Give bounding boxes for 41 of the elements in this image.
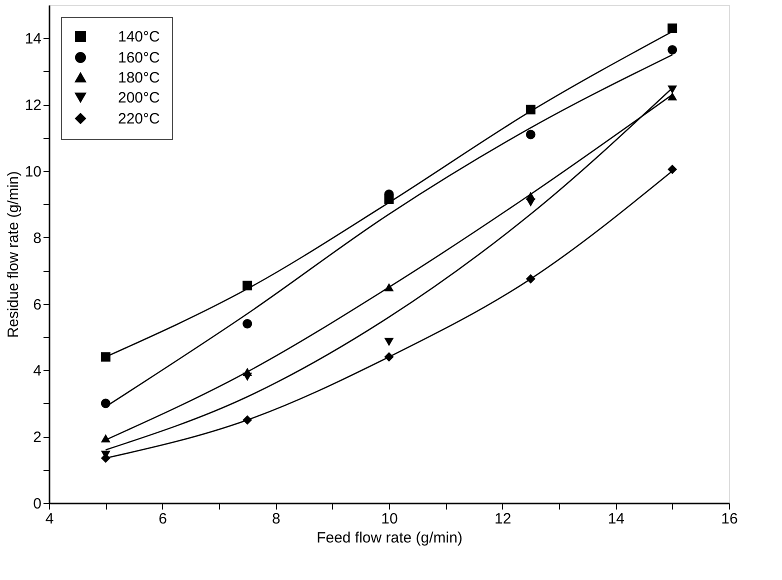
legend-label: 180°C — [118, 70, 160, 86]
point — [526, 104, 536, 114]
y-tick-label: 14 — [24, 30, 42, 48]
point — [384, 352, 394, 362]
legend-label: 200°C — [118, 90, 160, 106]
legend-label: 220°C — [118, 110, 160, 128]
point — [668, 45, 678, 55]
point — [242, 372, 252, 381]
x-tick-label: 4 — [45, 510, 54, 528]
x-tick-label: 8 — [272, 510, 280, 528]
x-tick-label: 6 — [158, 510, 168, 528]
point — [100, 352, 110, 362]
point — [526, 130, 536, 140]
legend-label: 160°C — [118, 50, 160, 66]
y-tick-label: 6 — [33, 296, 42, 314]
legend-label: 140°C — [118, 28, 160, 46]
point — [668, 164, 678, 174]
point — [242, 415, 252, 425]
x-tick-label: 10 — [381, 510, 398, 528]
point — [100, 434, 110, 442]
y-axis-title: Residue flow rate (g/min) — [4, 171, 22, 338]
y-tick-label: 10 — [24, 164, 42, 180]
x-tick-label: 16 — [721, 510, 738, 528]
x-axis-title: Feed flow rate (g/min) — [316, 530, 462, 546]
point — [668, 23, 678, 33]
x-tick-label: 14 — [608, 510, 625, 528]
y-tick-label: 0 — [33, 496, 42, 512]
point — [668, 86, 678, 94]
y-tick-label: 8 — [33, 230, 42, 247]
point — [668, 92, 678, 100]
point — [384, 338, 394, 346]
x-tick-label: 12 — [494, 510, 512, 528]
point — [242, 280, 252, 290]
point — [526, 274, 536, 284]
point — [100, 398, 110, 408]
point — [526, 198, 536, 207]
y-tick-label: 12 — [24, 97, 42, 114]
y-tick-label: 2 — [33, 429, 42, 446]
point — [384, 283, 394, 292]
point — [242, 318, 252, 328]
y-tick-label: 4 — [33, 362, 42, 380]
